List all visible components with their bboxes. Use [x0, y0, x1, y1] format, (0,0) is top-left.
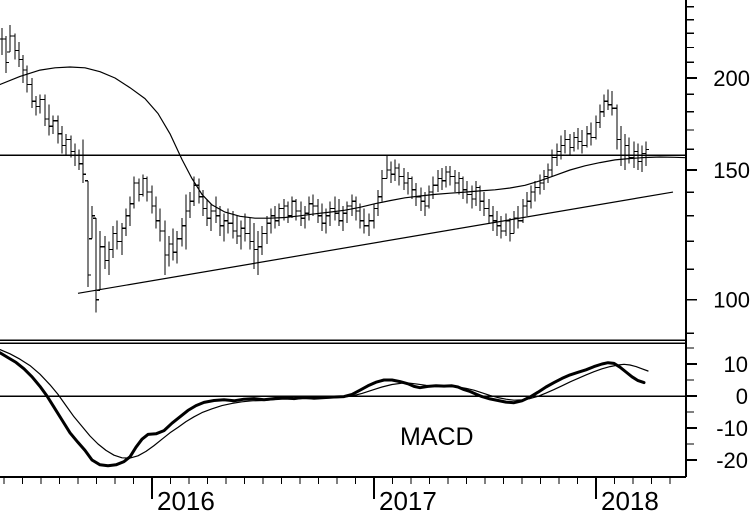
macd-axis-label: -10	[716, 416, 748, 441]
price-axis-label: 200	[713, 66, 750, 91]
moving-average-line	[0, 66, 687, 219]
price-axis-label: 150	[713, 158, 750, 183]
price-axis-label: 100	[713, 288, 750, 313]
macd-axis-label: 0	[736, 384, 748, 409]
year-label: 2018	[601, 486, 659, 516]
weekly-ohlc-bars	[0, 25, 649, 313]
rising-trendline	[77, 191, 674, 294]
macd-signal-line	[0, 349, 649, 459]
year-label: 2017	[379, 486, 437, 516]
price-panel	[0, 25, 687, 313]
year-label: 2016	[157, 486, 215, 516]
macd-axis-label: -20	[716, 448, 748, 473]
macd-axis-label: 10	[724, 352, 748, 377]
macd-indicator-label: MACD	[400, 423, 474, 451]
macd-main-line	[0, 351, 646, 468]
macd-panel	[0, 349, 686, 468]
